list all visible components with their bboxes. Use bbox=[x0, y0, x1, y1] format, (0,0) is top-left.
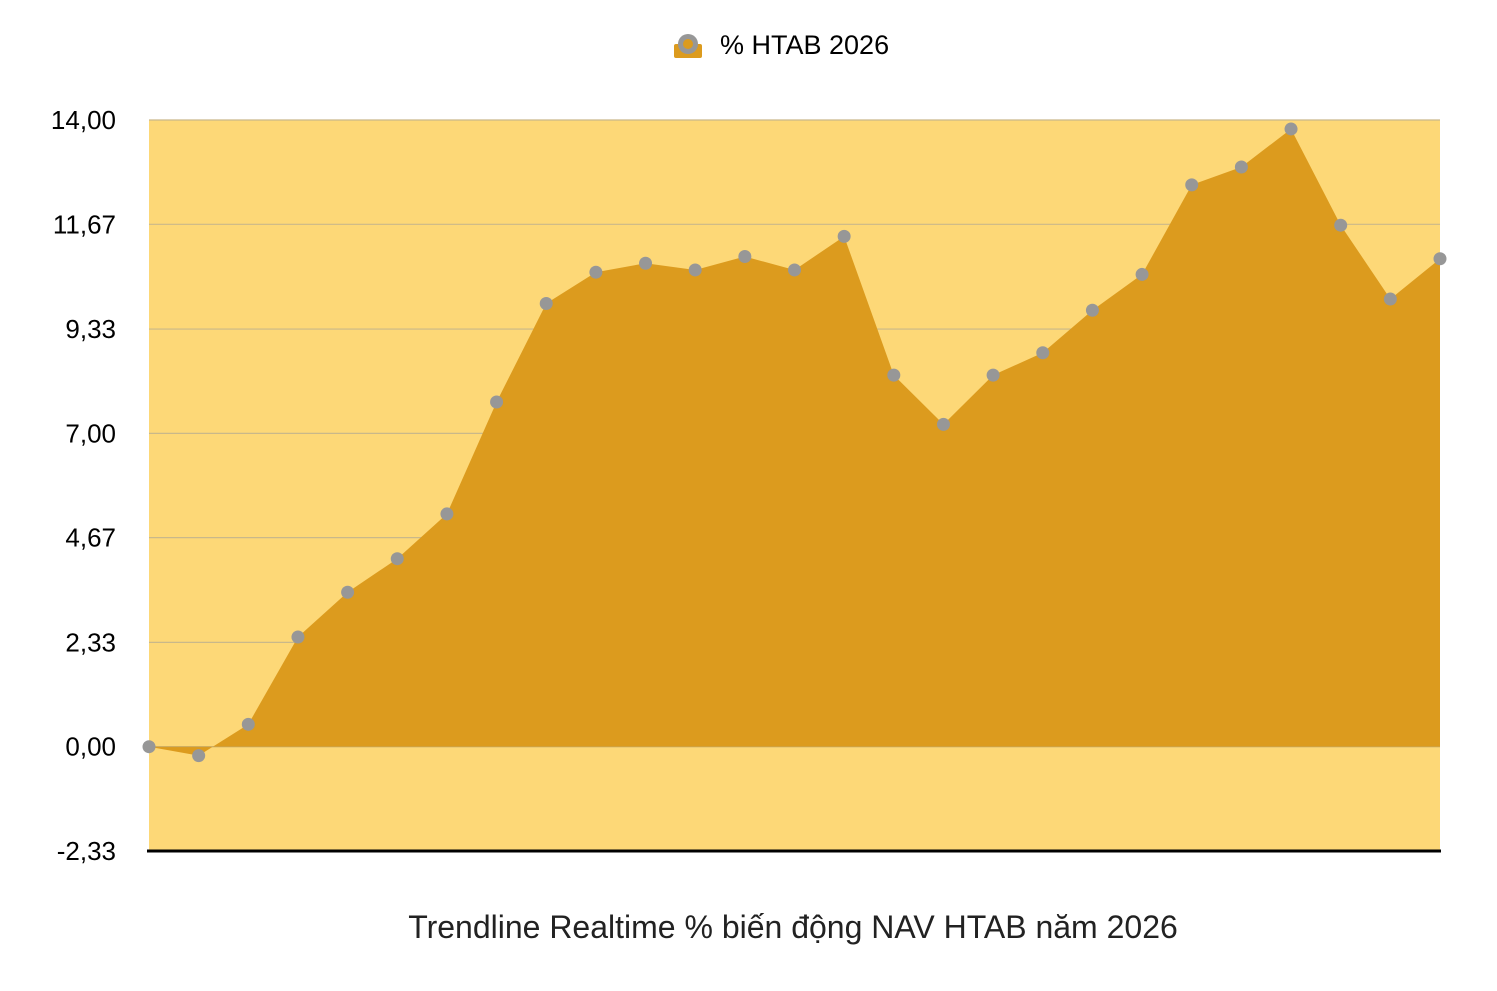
data-point bbox=[1135, 267, 1149, 281]
data-point bbox=[1334, 218, 1348, 232]
data-point bbox=[1185, 178, 1199, 192]
y-tick-label: 9,33 bbox=[65, 314, 116, 344]
data-point bbox=[1234, 160, 1248, 174]
data-point bbox=[639, 256, 653, 270]
data-point bbox=[291, 630, 305, 644]
legend-swatch-icon bbox=[674, 34, 702, 58]
legend-marker-center bbox=[683, 39, 693, 49]
y-tick-label: 2,33 bbox=[65, 627, 116, 657]
data-point bbox=[341, 585, 355, 599]
y-tick-label: 14,00 bbox=[51, 105, 116, 135]
y-tick-label: -2,33 bbox=[57, 836, 116, 866]
data-point bbox=[390, 552, 404, 566]
data-point bbox=[1036, 346, 1050, 360]
y-tick-label: 4,67 bbox=[65, 523, 116, 553]
y-tick-label: 7,00 bbox=[65, 418, 116, 448]
data-point bbox=[738, 250, 752, 264]
legend: % HTAB 2026 bbox=[674, 30, 889, 60]
data-point bbox=[837, 229, 851, 243]
data-point bbox=[1433, 252, 1447, 266]
area-fill bbox=[149, 128, 1440, 756]
data-point bbox=[142, 740, 156, 754]
y-axis-ticks: 14,00 11,67 9,33 7,00 4,67 2,33 0,00 -2,33 bbox=[51, 105, 116, 866]
data-point bbox=[986, 368, 1000, 382]
y-tick-label: 11,67 bbox=[53, 209, 116, 239]
data-point bbox=[1085, 303, 1099, 317]
data-point bbox=[241, 717, 255, 731]
data-point bbox=[788, 263, 801, 277]
y-tick-label: 0,00 bbox=[65, 732, 116, 762]
data-point bbox=[440, 507, 454, 521]
data-point bbox=[589, 265, 603, 279]
data-point bbox=[490, 395, 504, 409]
data-point bbox=[192, 749, 206, 763]
legend-label: % HTAB 2026 bbox=[720, 30, 889, 60]
data-point bbox=[936, 417, 950, 431]
data-point bbox=[539, 297, 553, 311]
data-point bbox=[688, 263, 702, 277]
chart-title: Trendline Realtime % biến động NAV HTAB … bbox=[408, 909, 1178, 945]
area-series bbox=[149, 128, 1440, 756]
data-point bbox=[887, 368, 901, 382]
data-point bbox=[1383, 292, 1397, 306]
data-markers bbox=[142, 122, 1447, 763]
data-point bbox=[1284, 122, 1298, 136]
